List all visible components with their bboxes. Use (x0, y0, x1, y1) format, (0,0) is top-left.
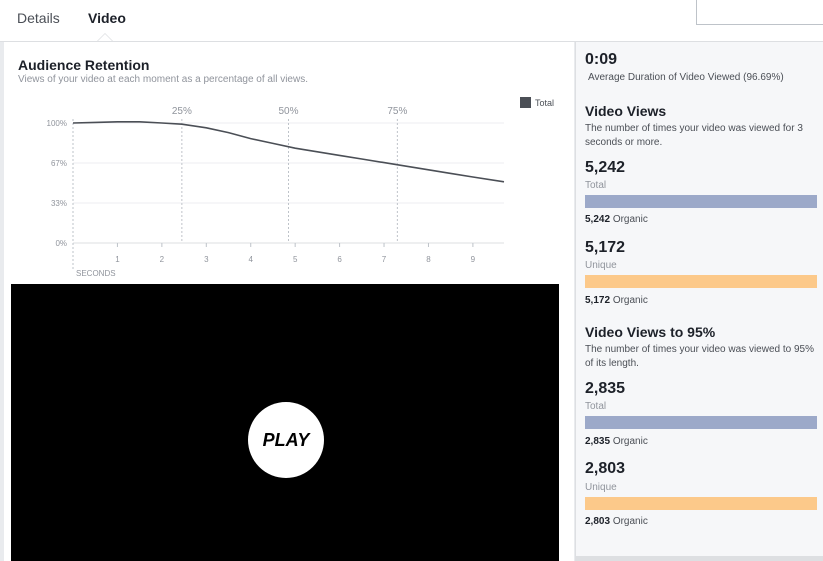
tab-details[interactable]: Details (17, 10, 60, 26)
y-tick-label: 33% (51, 199, 67, 208)
x-tick-label: 6 (337, 255, 342, 264)
video-views-total-label: Total (585, 180, 607, 191)
retention-subtitle: Views of your video at each moment as a … (18, 74, 308, 85)
video-views-95-unique-value: 2,803 (585, 460, 626, 477)
video-views-total-value: 5,242 (585, 159, 626, 176)
percent-markers: 25% 50% 75% (172, 106, 407, 243)
video-views-total-bar (585, 195, 817, 208)
marker-label: 50% (278, 106, 298, 117)
video-views-title: Video Views (585, 103, 667, 119)
x-tick-label: 3 (204, 255, 209, 264)
x-axis-label: SECONDS (76, 269, 116, 278)
y-tick-label: 0% (55, 239, 67, 248)
x-tick-label: 7 (382, 255, 387, 264)
y-tick-label: 100% (47, 119, 67, 128)
video-views-total-organic: 5,242 Organic (585, 214, 648, 225)
marker-label: 25% (172, 106, 192, 117)
marker-label: 75% (387, 106, 407, 117)
retention-title: Audience Retention (18, 57, 150, 73)
video-views-95-description: The number of times your video was viewe… (585, 344, 814, 369)
avg-duration-value: 0:09 (585, 51, 618, 68)
x-axis-ticks: 1 2 3 4 5 6 7 8 9 (115, 243, 476, 264)
video-views-95-total-organic: 2,835 Organic (585, 436, 648, 447)
y-tick-label: 67% (51, 159, 67, 168)
video-views-95-total-bar (585, 416, 817, 429)
series-total-line (72, 121, 505, 183)
video-views-description: The number of times your video was viewe… (585, 123, 803, 148)
x-tick-label: 4 (249, 255, 254, 264)
video-views-95-unique-organic: 2,803 Organic (585, 516, 648, 527)
tab-bar: Details Video (0, 0, 823, 42)
x-tick-label: 2 (160, 255, 165, 264)
video-views-unique-organic: 5,172 Organic (585, 295, 648, 306)
chart-legend: Total (520, 97, 554, 108)
x-tick-label: 5 (293, 255, 298, 264)
avg-duration-label: Average Duration of Video Viewed (96.69%… (588, 72, 784, 83)
x-tick-label: 8 (426, 255, 431, 264)
video-views-unique-value: 5,172 (585, 239, 626, 256)
legend-swatch (520, 97, 531, 108)
video-views-unique-bar (585, 275, 817, 288)
video-views-95-total-label: Total (585, 401, 607, 412)
y-axis-ticks: 0% 33% 67% 100% (47, 119, 67, 248)
x-tick-label: 9 (471, 255, 476, 264)
video-views-95-unique-label: Unique (585, 482, 617, 493)
tab-video[interactable]: Video (88, 10, 126, 26)
horizontal-scrollbar[interactable] (575, 556, 823, 561)
legend-label: Total (535, 97, 555, 108)
video-views-95-unique-bar (585, 497, 817, 510)
video-player[interactable]: PLAY (11, 284, 559, 561)
active-tab-indicator (97, 33, 113, 41)
video-views-unique-label: Unique (585, 260, 617, 271)
play-button[interactable]: PLAY (248, 402, 324, 478)
top-right-box[interactable] (696, 0, 823, 25)
metrics-sidebar: 0:09 Average Duration of Video Viewed (9… (575, 42, 823, 561)
x-tick-label: 1 (115, 255, 120, 264)
video-views-95-total-value: 2,835 (585, 380, 626, 397)
video-views-95-title: Video Views to 95% (585, 324, 716, 340)
